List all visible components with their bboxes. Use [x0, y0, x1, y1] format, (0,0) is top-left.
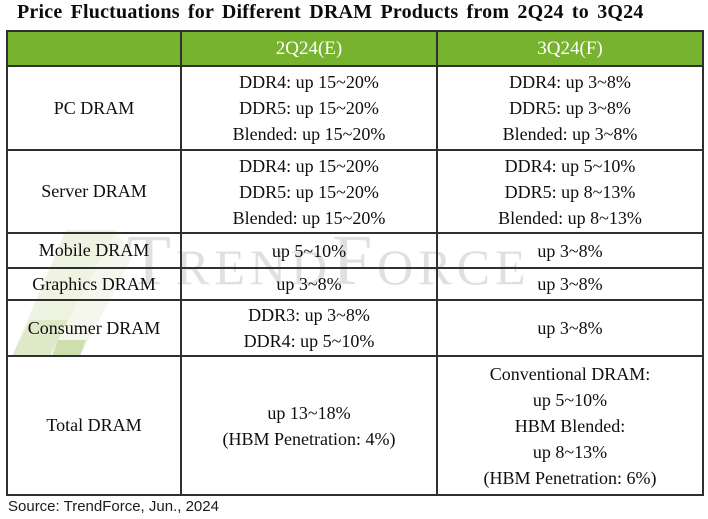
table-header-row: 2Q24(E) 3Q24(F): [6, 30, 704, 67]
cell-total-dram-3q24: Conventional DRAM: up 5~10% HBM Blended:…: [436, 355, 704, 496]
row-label-graphics-dram: Graphics DRAM: [6, 267, 182, 301]
column-header-3q24f: 3Q24(F): [436, 30, 704, 67]
row-label-total-dram: Total DRAM: [6, 355, 182, 496]
table-row-server-dram: Server DRAM DDR4: up 15~20% DDR5: up 15~…: [6, 149, 704, 234]
row-label-server-dram: Server DRAM: [6, 149, 182, 234]
cell-mobile-dram-3q24: up 3~8%: [436, 232, 704, 269]
row-label-pc-dram: PC DRAM: [6, 65, 182, 151]
cell-pc-dram-2q24: DDR4: up 15~20% DDR5: up 15~20% Blended:…: [180, 65, 438, 151]
cell-total-dram-2q24: up 13~18% (HBM Penetration: 4%): [180, 355, 438, 496]
table-row-total-dram: Total DRAM up 13~18% (HBM Penetration: 4…: [6, 355, 704, 496]
row-label-mobile-dram: Mobile DRAM: [6, 232, 182, 269]
cell-consumer-dram-3q24: up 3~8%: [436, 299, 704, 357]
cell-graphics-dram-3q24: up 3~8%: [436, 267, 704, 301]
cell-consumer-dram-2q24: DDR3: up 3~8% DDR4: up 5~10%: [180, 299, 438, 357]
table-row-mobile-dram: Mobile DRAM up 5~10% up 3~8%: [6, 232, 704, 269]
cell-server-dram-3q24: DDR4: up 5~10% DDR5: up 8~13% Blended: u…: [436, 149, 704, 234]
table-row-graphics-dram: Graphics DRAM up 3~8% up 3~8%: [6, 267, 704, 301]
dram-price-table: 2Q24(E) 3Q24(F) PC DRAM DDR4: up 15~20% …: [6, 30, 704, 496]
page-title: Price Fluctuations for Different DRAM Pr…: [17, 1, 644, 23]
column-header-2q24e: 2Q24(E): [180, 30, 438, 67]
source-note: Source: TrendForce, Jun., 2024: [8, 498, 219, 515]
column-header-product: [6, 30, 182, 67]
table-row-pc-dram: PC DRAM DDR4: up 15~20% DDR5: up 15~20% …: [6, 65, 704, 151]
row-label-consumer-dram: Consumer DRAM: [6, 299, 182, 357]
cell-server-dram-2q24: DDR4: up 15~20% DDR5: up 15~20% Blended:…: [180, 149, 438, 234]
cell-mobile-dram-2q24: up 5~10%: [180, 232, 438, 269]
cell-graphics-dram-2q24: up 3~8%: [180, 267, 438, 301]
table-row-consumer-dram: Consumer DRAM DDR3: up 3~8% DDR4: up 5~1…: [6, 299, 704, 357]
cell-pc-dram-3q24: DDR4: up 3~8% DDR5: up 3~8% Blended: up …: [436, 65, 704, 151]
